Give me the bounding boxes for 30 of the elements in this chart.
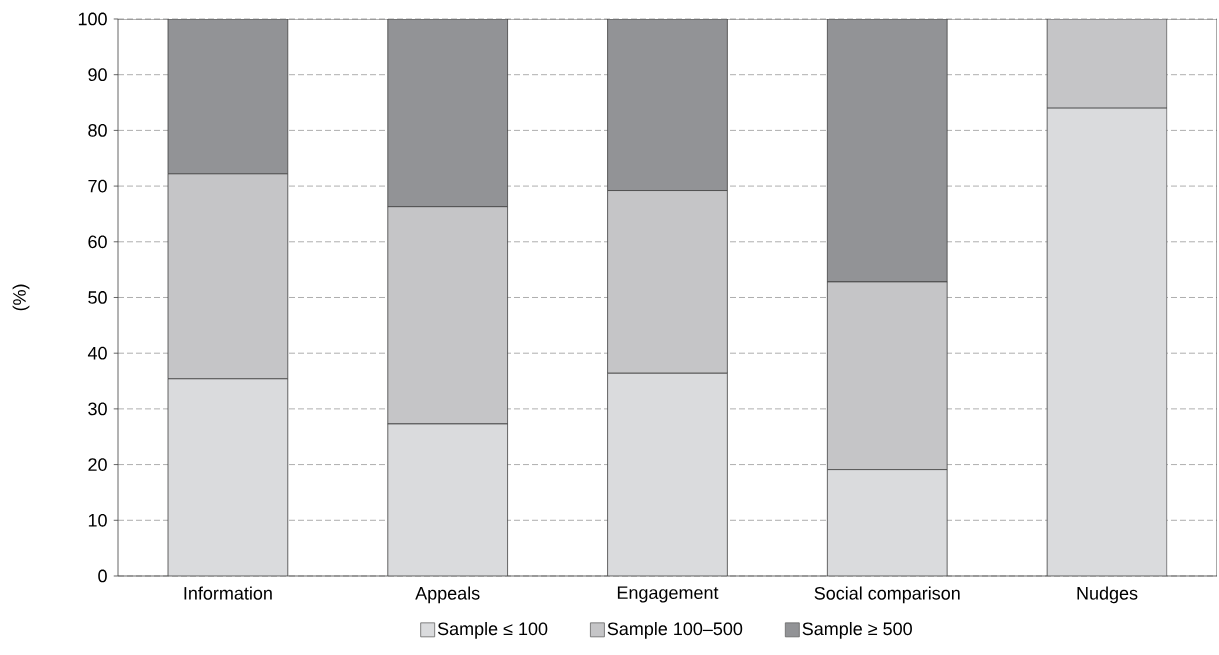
y-tick-label: 60 — [88, 235, 107, 249]
y-tick-label: 20 — [88, 458, 107, 471]
bar — [1046, 18, 1168, 109]
y-tick-label: 40 — [87, 346, 107, 360]
bar — [387, 423, 508, 576]
y-tick-label: 0 — [98, 569, 107, 583]
bar — [167, 173, 289, 380]
y-tick-label: 30 — [88, 402, 107, 416]
bar — [607, 373, 728, 576]
y-tick-label: 80 — [88, 124, 107, 137]
x-tick-label: Nudges — [1077, 586, 1138, 604]
y-tick-label: 90 — [88, 68, 107, 82]
x-tick-label: Engagement — [617, 586, 719, 603]
y-tick-label: 70 — [88, 179, 107, 193]
legend-label: Sample ≤ 100 — [437, 621, 548, 639]
bar — [387, 206, 508, 425]
bar — [827, 469, 948, 576]
legend-label: Sample 100–500 — [607, 621, 743, 639]
x-tick-label: Information — [184, 586, 272, 600]
bar — [168, 378, 288, 576]
x-tick-label: Social comparison — [814, 586, 960, 604]
x-tick-label: Appeals — [415, 586, 480, 604]
bar — [1046, 107, 1168, 576]
y-tick-label: 10 — [88, 513, 107, 527]
bar — [826, 281, 948, 470]
y-axis-title: (%) — [12, 284, 30, 311]
y-tick-label: 50 — [88, 291, 107, 304]
bar — [607, 190, 728, 374]
legend-label: Sample ≥ 500 — [802, 621, 912, 639]
y-tick-label: 100 — [78, 12, 107, 26]
